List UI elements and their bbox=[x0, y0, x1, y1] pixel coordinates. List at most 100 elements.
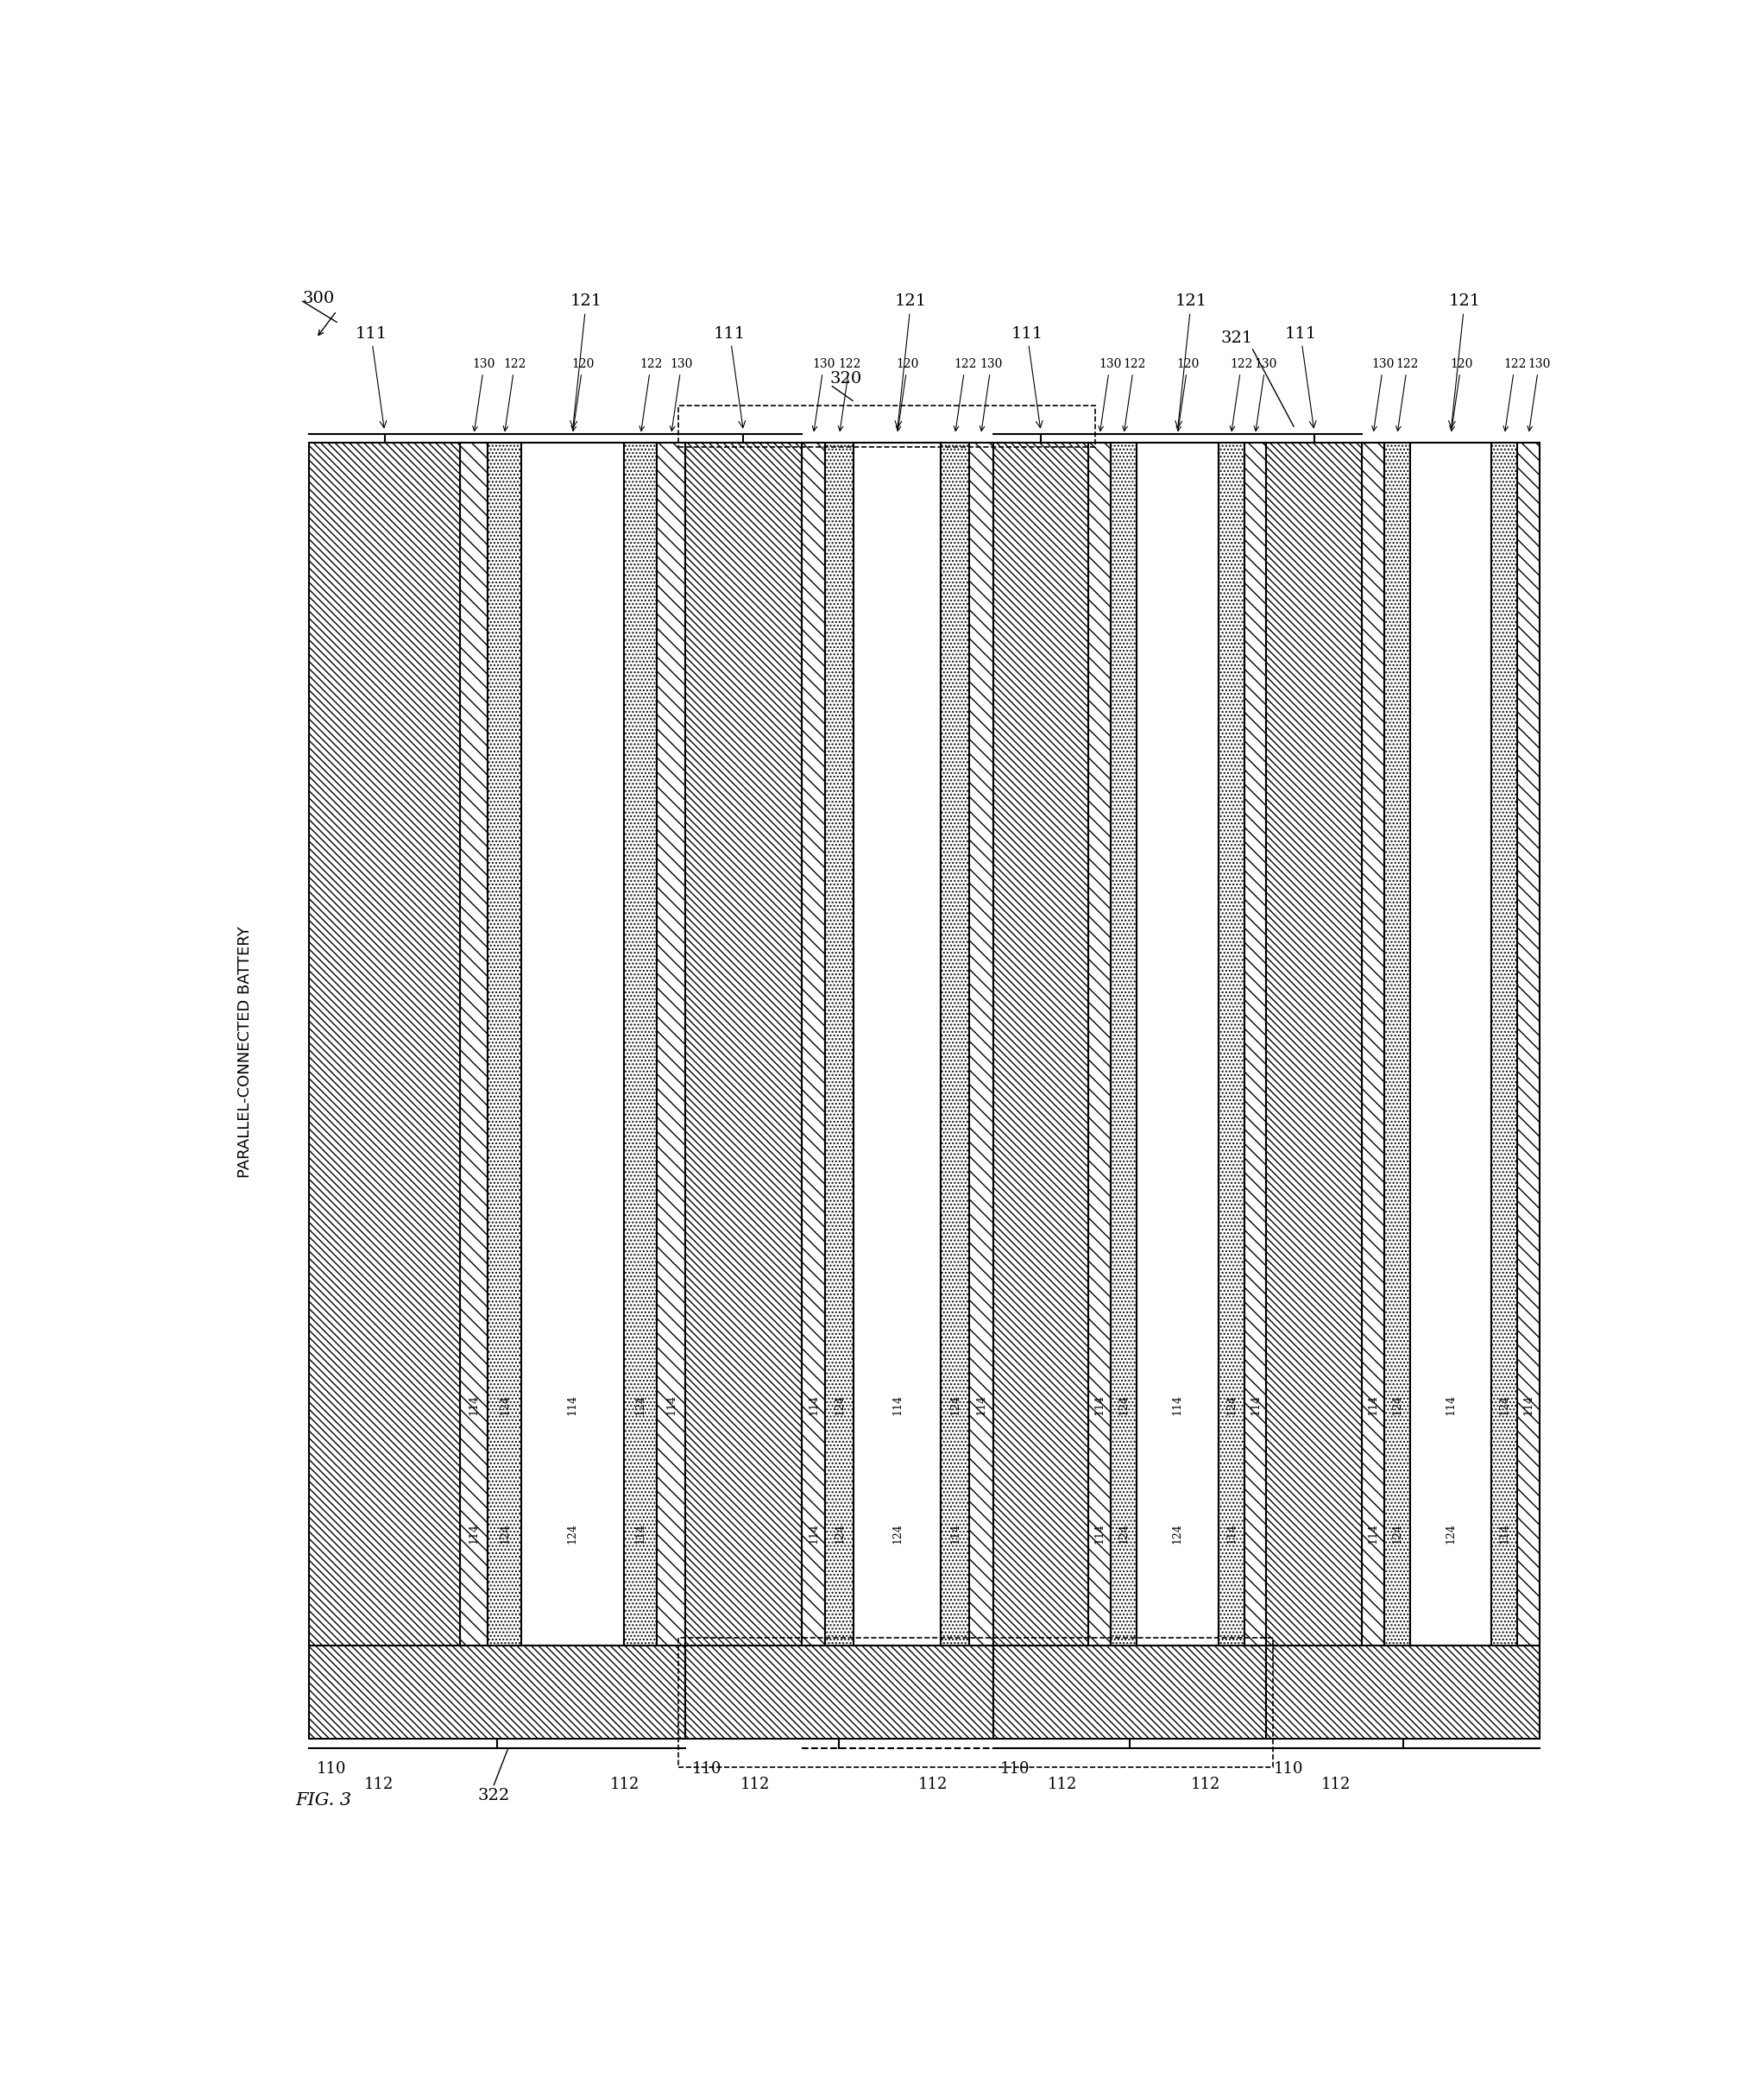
Bar bbox=[624, 442, 658, 1646]
Text: 124: 124 bbox=[1392, 1523, 1402, 1544]
Bar bbox=[1385, 442, 1409, 1646]
Bar bbox=[520, 442, 624, 1646]
Text: 124: 124 bbox=[566, 1523, 579, 1544]
Text: 110: 110 bbox=[691, 1760, 721, 1777]
Text: 122: 122 bbox=[954, 358, 977, 431]
Bar bbox=[1219, 442, 1244, 1646]
Bar bbox=[1111, 442, 1136, 1646]
Text: 120: 120 bbox=[1450, 358, 1473, 431]
Text: 114: 114 bbox=[1367, 1523, 1379, 1544]
Text: 114: 114 bbox=[467, 1394, 480, 1414]
Text: 114: 114 bbox=[975, 1394, 986, 1414]
Bar bbox=[801, 442, 826, 1646]
Bar bbox=[1244, 442, 1267, 1646]
Text: 110: 110 bbox=[316, 1760, 346, 1777]
Text: 300: 300 bbox=[303, 290, 335, 306]
Bar bbox=[489, 442, 520, 1646]
Bar bbox=[1362, 442, 1385, 1646]
Text: 111: 111 bbox=[1284, 325, 1316, 427]
Bar bbox=[826, 442, 854, 1646]
Text: 114: 114 bbox=[1445, 1394, 1457, 1414]
Bar bbox=[854, 442, 940, 1646]
Text: 121: 121 bbox=[570, 294, 602, 427]
Bar bbox=[1219, 442, 1244, 1646]
Text: 122: 122 bbox=[1395, 358, 1418, 431]
Text: 130: 130 bbox=[1099, 358, 1122, 431]
Text: 124: 124 bbox=[1226, 1394, 1237, 1414]
Text: 114: 114 bbox=[1226, 1523, 1237, 1544]
Bar bbox=[1267, 442, 1362, 1646]
Text: 124: 124 bbox=[834, 1523, 845, 1544]
Text: PARALLEL-CONNECTED BATTERY: PARALLEL-CONNECTED BATTERY bbox=[238, 927, 252, 1177]
Text: 121: 121 bbox=[894, 294, 926, 427]
Text: 114: 114 bbox=[635, 1523, 646, 1544]
Bar bbox=[1267, 442, 1362, 1646]
Text: 120: 120 bbox=[1177, 358, 1200, 431]
Bar bbox=[801, 442, 826, 1646]
Text: 130: 130 bbox=[1254, 358, 1277, 431]
Bar bbox=[1517, 442, 1540, 1646]
Bar bbox=[679, 406, 1095, 448]
Bar bbox=[684, 1646, 993, 1739]
Bar bbox=[968, 442, 993, 1646]
Text: 112: 112 bbox=[1048, 1777, 1078, 1791]
Text: 124: 124 bbox=[891, 1523, 903, 1544]
Bar bbox=[1136, 442, 1219, 1646]
Bar bbox=[1088, 442, 1111, 1646]
Text: 122: 122 bbox=[640, 358, 662, 431]
Text: 124: 124 bbox=[499, 1523, 510, 1544]
Text: 112: 112 bbox=[917, 1777, 947, 1791]
Bar bbox=[826, 442, 854, 1646]
Bar bbox=[309, 442, 460, 1646]
Text: 112: 112 bbox=[741, 1777, 769, 1791]
Text: 124: 124 bbox=[1171, 1523, 1184, 1544]
Text: 114: 114 bbox=[1499, 1523, 1510, 1544]
Bar bbox=[1111, 442, 1136, 1646]
Text: 124: 124 bbox=[1392, 1394, 1402, 1414]
Text: 320: 320 bbox=[829, 371, 863, 385]
Text: 130: 130 bbox=[1528, 358, 1551, 431]
Text: 130: 130 bbox=[811, 358, 834, 431]
Text: 111: 111 bbox=[355, 325, 386, 427]
Text: 130: 130 bbox=[979, 358, 1002, 431]
Text: FIG. 3: FIG. 3 bbox=[296, 1793, 351, 1808]
Bar bbox=[854, 442, 940, 1646]
Text: 124: 124 bbox=[949, 1394, 961, 1414]
Bar bbox=[1267, 1646, 1540, 1739]
Bar bbox=[309, 1646, 684, 1739]
Text: 130: 130 bbox=[473, 358, 496, 431]
Text: 124: 124 bbox=[834, 1394, 845, 1414]
Text: 120: 120 bbox=[572, 358, 594, 431]
Text: 124: 124 bbox=[1499, 1394, 1510, 1414]
Bar bbox=[684, 442, 801, 1646]
Text: 114: 114 bbox=[808, 1394, 818, 1414]
Bar bbox=[520, 442, 624, 1646]
Text: 112: 112 bbox=[1321, 1777, 1351, 1791]
Bar bbox=[1088, 442, 1111, 1646]
Text: 114: 114 bbox=[467, 1523, 480, 1544]
Bar bbox=[1492, 442, 1517, 1646]
Text: 112: 112 bbox=[363, 1777, 393, 1791]
Bar bbox=[940, 442, 968, 1646]
Bar bbox=[309, 1646, 684, 1739]
Bar bbox=[1362, 442, 1385, 1646]
Bar bbox=[993, 442, 1088, 1646]
Text: 110: 110 bbox=[1274, 1760, 1304, 1777]
Bar bbox=[1492, 442, 1517, 1646]
Text: 124: 124 bbox=[1445, 1523, 1457, 1544]
Text: 130: 130 bbox=[1372, 358, 1395, 431]
Text: 112: 112 bbox=[610, 1777, 640, 1791]
Bar bbox=[993, 442, 1088, 1646]
Text: 114: 114 bbox=[808, 1523, 818, 1544]
Bar bbox=[658, 442, 686, 1646]
Bar bbox=[993, 1646, 1267, 1739]
Text: 322: 322 bbox=[478, 1787, 510, 1804]
Text: 114: 114 bbox=[1249, 1394, 1261, 1414]
Text: 114: 114 bbox=[665, 1394, 677, 1414]
Text: 321: 321 bbox=[1221, 331, 1252, 346]
Bar bbox=[684, 1646, 993, 1739]
Bar bbox=[460, 442, 489, 1646]
Text: 111: 111 bbox=[714, 325, 746, 427]
Bar bbox=[993, 1646, 1267, 1739]
Bar bbox=[460, 442, 489, 1646]
